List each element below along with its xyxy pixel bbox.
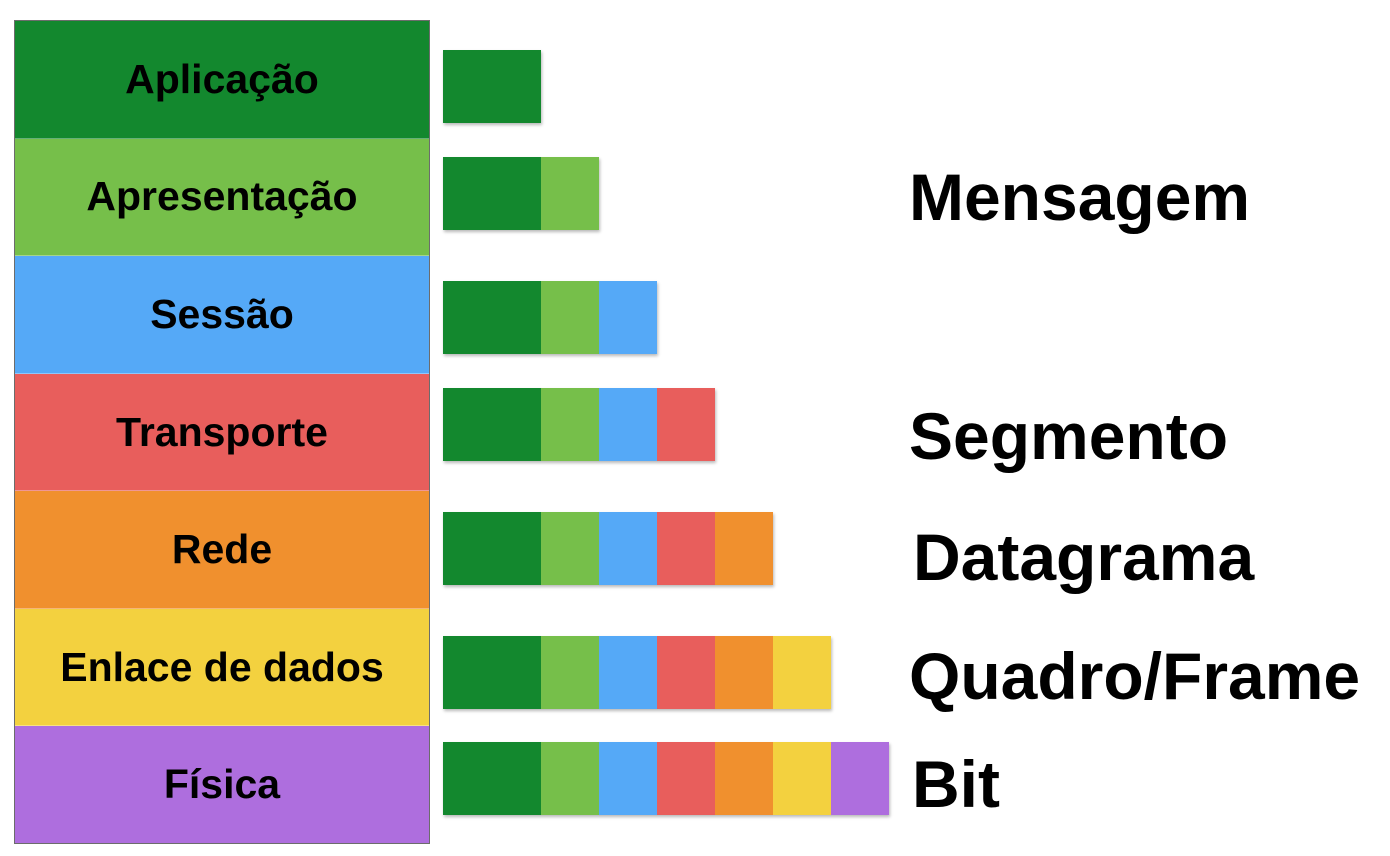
pdu-row-transporte <box>443 388 715 461</box>
pdu-segment-sessao <box>599 512 657 585</box>
pdu-label-datagrama: Datagrama <box>913 520 1255 594</box>
pdu-segment-enlace <box>773 636 831 709</box>
pdu-segment-transporte <box>657 512 715 585</box>
layer-apresentacao: Apresentação <box>15 138 429 257</box>
pdu-segment-rede <box>715 636 773 709</box>
pdu-row-apresentacao <box>443 157 599 230</box>
layer-rede: Rede <box>15 491 429 609</box>
pdu-segment-apresentacao <box>541 157 599 230</box>
pdu-segment-sessao <box>599 388 657 461</box>
pdu-label-bit: Bit <box>912 747 1000 821</box>
pdu-segment-transporte <box>657 636 715 709</box>
pdu-segment-apresentacao <box>541 636 599 709</box>
pdu-segment-apresentacao <box>541 742 599 815</box>
pdu-label-quadro: Quadro/Frame <box>909 639 1361 713</box>
pdu-segment-aplicacao <box>443 50 541 123</box>
pdu-segment-sessao <box>599 636 657 709</box>
pdu-segment-aplicacao <box>443 512 541 585</box>
layer-enlace: Enlace de dados <box>15 608 429 727</box>
pdu-segment-apresentacao <box>541 388 599 461</box>
pdu-row-sessao <box>443 281 657 354</box>
osi-layer-stack: Aplicação Apresentação Sessão Transporte… <box>14 20 430 844</box>
pdu-row-rede <box>443 512 773 585</box>
pdu-segment-transporte <box>657 742 715 815</box>
pdu-segment-aplicacao <box>443 281 541 354</box>
pdu-segment-aplicacao <box>443 742 541 815</box>
pdu-segment-fisica <box>831 742 889 815</box>
layer-fisica: Física <box>15 726 429 844</box>
pdu-segment-enlace <box>773 742 831 815</box>
pdu-segment-transporte <box>657 388 715 461</box>
pdu-segment-apresentacao <box>541 281 599 354</box>
pdu-segment-aplicacao <box>443 636 541 709</box>
pdu-segment-rede <box>715 742 773 815</box>
pdu-segment-aplicacao <box>443 157 541 230</box>
layer-aplicacao: Aplicação <box>15 21 429 139</box>
pdu-segment-apresentacao <box>541 512 599 585</box>
layer-transporte: Transporte <box>15 373 429 492</box>
pdu-segment-sessao <box>599 281 657 354</box>
layer-sessao: Sessão <box>15 256 429 374</box>
pdu-segment-rede <box>715 512 773 585</box>
pdu-row-enlace <box>443 636 831 709</box>
pdu-row-fisica <box>443 742 889 815</box>
pdu-segment-sessao <box>599 742 657 815</box>
pdu-segment-aplicacao <box>443 388 541 461</box>
pdu-label-segmento: Segmento <box>909 399 1229 473</box>
pdu-label-mensagem: Mensagem <box>909 160 1251 234</box>
pdu-row-aplicacao <box>443 50 541 123</box>
